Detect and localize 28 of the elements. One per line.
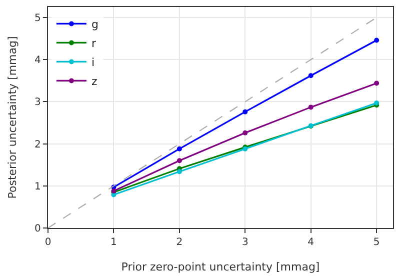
y-tick-label: 5	[34, 13, 41, 24]
x-tick-label: 0	[44, 237, 52, 248]
y-tick-label: 1	[34, 181, 41, 192]
x-tick-label: 4	[308, 237, 314, 248]
x-tick-label: 2	[176, 237, 183, 248]
y-tick-label: 2	[34, 139, 41, 150]
x-tick-label: 1	[110, 237, 117, 248]
point	[176, 169, 182, 174]
y-axis-title: Posterior uncertainty [mmag]	[6, 36, 20, 199]
legend-label: i	[91, 56, 95, 69]
y-tick-label: 0	[34, 224, 41, 234]
y-tick-label: 4	[34, 55, 41, 66]
point	[374, 80, 380, 86]
point	[242, 130, 248, 136]
point	[242, 109, 248, 114]
point	[308, 104, 314, 110]
point	[374, 100, 380, 106]
x-tick-label: 5	[373, 237, 380, 248]
point	[176, 146, 182, 152]
x-tick-label: 3	[242, 237, 248, 248]
x-axis-title: Prior zero-point uncertainty [mmag]	[121, 260, 320, 274]
point	[308, 73, 314, 78]
legend-label: z	[91, 75, 98, 88]
y-tick-label: 3	[34, 97, 41, 108]
legend-label: g	[91, 18, 98, 31]
point	[176, 158, 182, 164]
legend-label: r	[91, 37, 96, 50]
point	[374, 38, 380, 43]
